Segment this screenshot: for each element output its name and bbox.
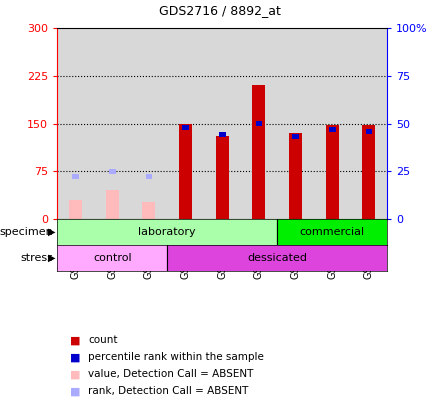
- Bar: [253, 85, 265, 219]
- Text: ■: ■: [70, 335, 81, 345]
- Bar: [216, 136, 229, 219]
- Text: percentile rank within the sample: percentile rank within the sample: [88, 352, 264, 362]
- Text: ▶: ▶: [48, 253, 55, 263]
- Text: laboratory: laboratory: [139, 227, 196, 237]
- Bar: [57, 245, 167, 271]
- Text: commercial: commercial: [300, 227, 365, 237]
- Bar: [366, 129, 372, 134]
- Bar: [69, 200, 82, 219]
- Bar: [182, 125, 189, 130]
- Text: control: control: [93, 253, 132, 263]
- Text: ■: ■: [70, 386, 81, 396]
- Text: ■: ■: [70, 369, 81, 379]
- Text: ▶: ▶: [48, 227, 55, 237]
- Bar: [179, 124, 192, 219]
- Bar: [289, 133, 302, 219]
- Text: specimen: specimen: [0, 227, 53, 237]
- Bar: [219, 132, 226, 137]
- Text: stress: stress: [20, 253, 53, 263]
- Bar: [106, 190, 119, 219]
- Text: dessicated: dessicated: [247, 253, 307, 263]
- Bar: [167, 245, 387, 271]
- Bar: [292, 134, 299, 139]
- Bar: [109, 168, 116, 174]
- Bar: [329, 127, 336, 132]
- Text: count: count: [88, 335, 117, 345]
- Bar: [256, 121, 262, 126]
- Bar: [72, 174, 79, 179]
- Text: GDS2716 / 8892_at: GDS2716 / 8892_at: [159, 4, 281, 17]
- Text: ■: ■: [70, 352, 81, 362]
- Bar: [146, 174, 152, 179]
- Text: rank, Detection Call = ABSENT: rank, Detection Call = ABSENT: [88, 386, 248, 396]
- Bar: [326, 125, 339, 219]
- Bar: [57, 219, 277, 245]
- Text: value, Detection Call = ABSENT: value, Detection Call = ABSENT: [88, 369, 253, 379]
- Bar: [363, 125, 375, 219]
- Bar: [143, 202, 155, 219]
- Bar: [277, 219, 387, 245]
